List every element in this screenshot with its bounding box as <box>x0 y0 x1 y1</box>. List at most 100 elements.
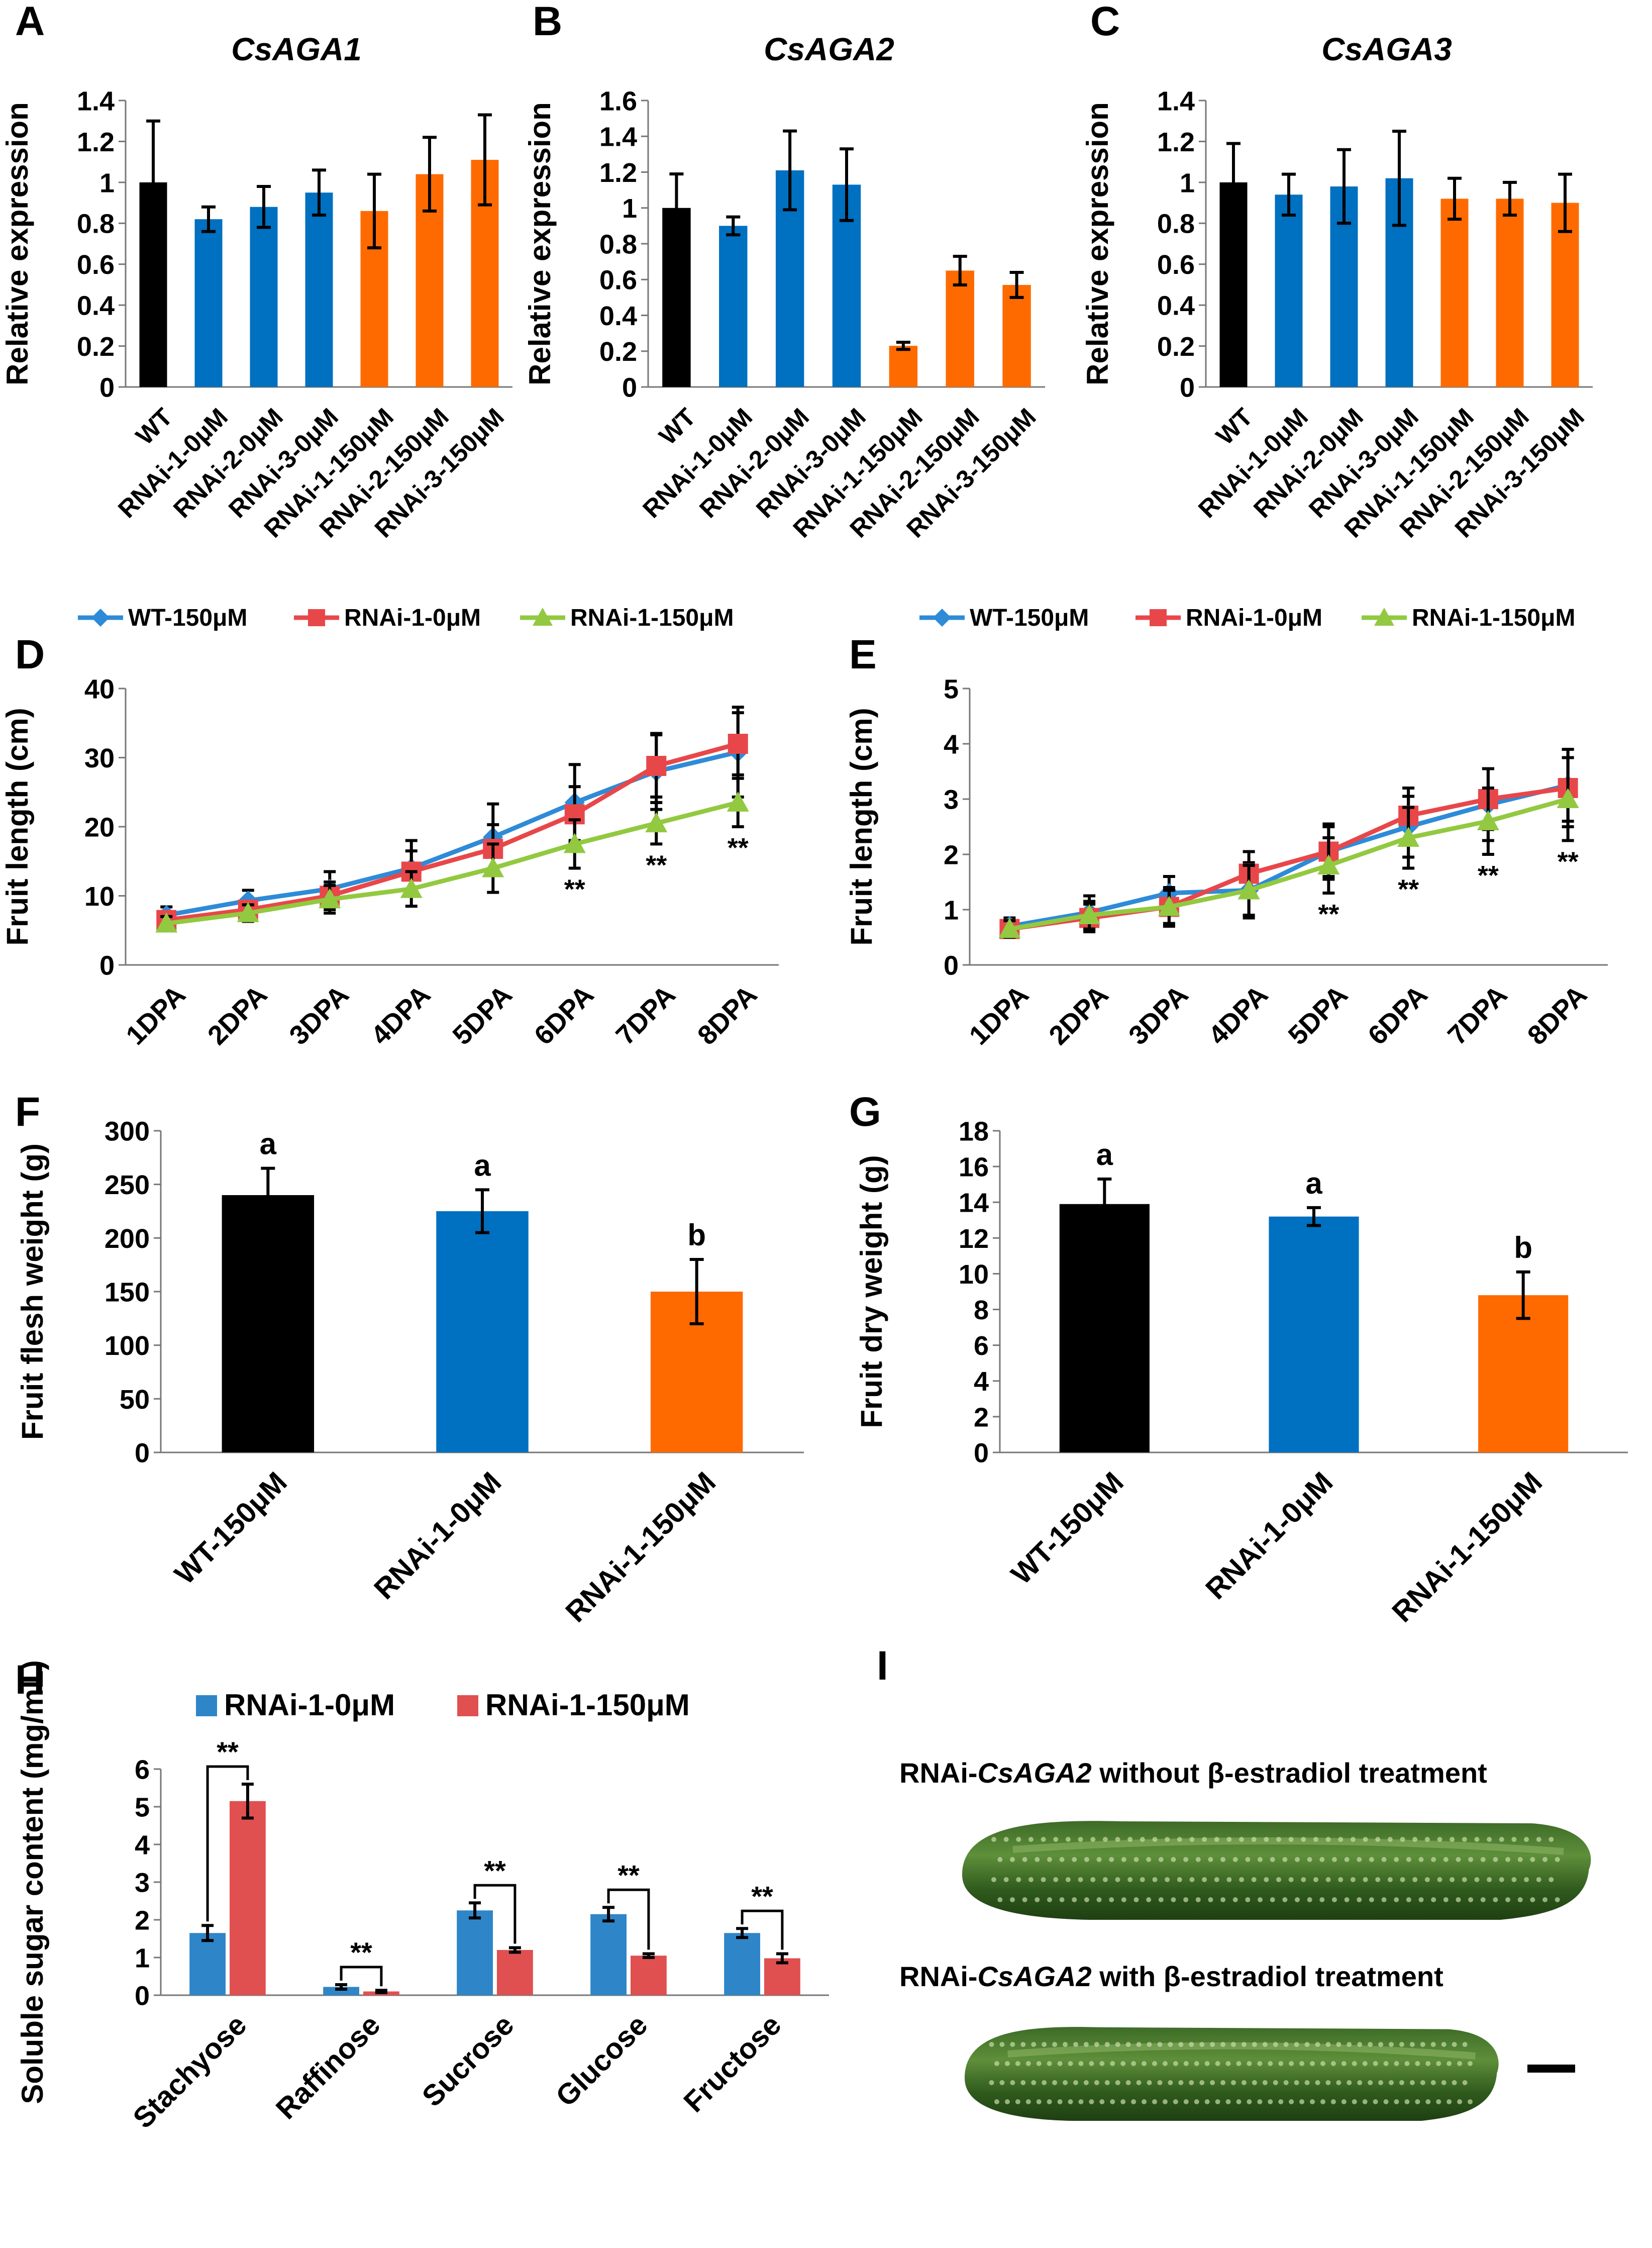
cucumber-spine <box>1036 2099 1042 2104</box>
data-point-D <box>646 756 667 776</box>
x-tick-label-D: 5DPA <box>447 980 518 1050</box>
cucumber-spine <box>1307 1897 1312 1902</box>
chart-title-C: CsAGA3 <box>1321 31 1452 67</box>
cucumber-spine <box>1052 2080 1058 2085</box>
cucumber-spine <box>1136 2080 1142 2085</box>
cucumber-spine <box>1282 1857 1288 1862</box>
cucumber-spine <box>1121 1897 1126 1902</box>
y-tick-label-E: 1 <box>944 895 959 925</box>
cucumber-spine <box>1347 2080 1352 2085</box>
cucumber-spine <box>1418 1857 1424 1862</box>
x-tick-label-H: Raffinose <box>270 2008 387 2125</box>
chart-title-B: CsAGA2 <box>764 31 894 67</box>
cucumber-spine <box>1102 1877 1108 1882</box>
cucumber-spine <box>1004 2099 1010 2104</box>
cucumber-spine <box>1437 1837 1442 1842</box>
cucumber-spine <box>1268 2099 1273 2104</box>
cucumber-spine <box>1183 1897 1189 1902</box>
x-tick-label-F: WT-150μM <box>168 1465 293 1591</box>
cucumber-spine <box>1162 2099 1168 2104</box>
cucumber-spine <box>1036 2061 1042 2066</box>
cucumber-spine <box>994 2061 999 2066</box>
cucumber-spine <box>1443 1857 1449 1862</box>
cucumber-spine <box>1404 2061 1410 2066</box>
cucumber-spine <box>1452 2080 1457 2085</box>
cucumber-spine <box>1010 2080 1015 2085</box>
cucumber-highlight <box>1007 2042 1476 2060</box>
cucumber-spine <box>1336 2042 1341 2047</box>
bar-H <box>189 1933 226 1995</box>
legend-marker-D <box>91 609 110 627</box>
panel-letter-I: I <box>877 1643 888 1689</box>
data-point-E <box>1158 896 1180 916</box>
cucumber-spine <box>1236 2061 1242 2066</box>
bar-G <box>1478 1295 1569 1452</box>
cucumber-spine <box>1025 2099 1031 2104</box>
cucumber-spine <box>1251 1877 1257 1882</box>
cucumber-spine <box>1220 2080 1226 2085</box>
x-tick-label-E: 5DPA <box>1283 980 1354 1050</box>
cucumber-spine <box>1363 1837 1368 1842</box>
cucumber-spine <box>1231 2080 1236 2085</box>
cucumber-spine <box>1016 1837 1021 1842</box>
cucumber-spine <box>1480 1897 1486 1902</box>
cucumber-spine <box>1301 1837 1306 1842</box>
cucumber-spine <box>997 1897 1003 1902</box>
y-tick-label-H: 0 <box>135 1981 150 2011</box>
data-point-D <box>237 902 259 922</box>
cucumber-spine <box>1226 1837 1232 1842</box>
panel-H: H 0 1 2 3 4 5 6 Soluble sugar content (mg/mL) Sta… <box>15 1657 829 2135</box>
x-tick-label-G: RNAi-1-0μM <box>1199 1465 1339 1605</box>
scale-bar <box>1527 2065 1575 2073</box>
x-tick-label-F: RNAi-1-0μM <box>368 1465 507 1605</box>
cucumber-spine <box>1136 2042 1142 2047</box>
cucumber-spine <box>991 1877 996 1882</box>
cucumber-spine <box>1447 2061 1452 2066</box>
cucumber-spine <box>1226 1877 1232 1882</box>
y-tick-label-E: 0 <box>944 950 959 981</box>
cucumber-spine <box>1368 2042 1373 2047</box>
cucumber-spine <box>1168 2080 1173 2085</box>
cucumber-spine <box>1420 2080 1425 2085</box>
significance-mark-E: ** <box>1318 899 1339 929</box>
cucumber-spine <box>1142 2061 1147 2066</box>
y-tick-label-A: 1 <box>99 168 115 198</box>
cucumber-spine <box>1330 2061 1336 2066</box>
cucumber-spine <box>1158 1857 1164 1862</box>
y-tick-label-G: 2 <box>974 1402 989 1432</box>
cucumber-spine <box>1387 1837 1393 1842</box>
x-tick-label-D: 6DPA <box>529 980 599 1050</box>
cucumber-spine <box>1202 1877 1207 1882</box>
cucumber-spine <box>1325 2080 1331 2085</box>
cucumber-body <box>962 1821 1591 1920</box>
cucumber-spine <box>1347 2042 1352 2047</box>
y-tick-label-F: 300 <box>105 1116 150 1146</box>
cucumber-spine <box>1505 1857 1511 1862</box>
cucumber-spine <box>1456 1897 1461 1902</box>
cucumber-spine <box>1158 1897 1164 1902</box>
cucumber-spine <box>1004 2061 1010 2066</box>
cucumber-spine <box>989 2080 994 2085</box>
panel-D: D 0 10 20 30 40 Fruit length (cm) 1DPA 2DPA 3DPA 4… <box>1 605 779 1051</box>
cucumber-spine <box>1406 1857 1411 1862</box>
cucumber-spine <box>1094 2042 1099 2047</box>
photo-caption-top: RNAi-CsAGA2 without β-estradiol treatmen… <box>899 1756 1487 1789</box>
cucumber-spine <box>1031 2080 1037 2085</box>
data-point-D <box>319 888 341 909</box>
cucumber-spine <box>1083 2080 1089 2085</box>
y-tick-label-A: 1.4 <box>77 86 115 116</box>
cucumber-spine <box>1304 2080 1310 2085</box>
bar-H <box>631 1956 667 1995</box>
cucumber-spine <box>1320 2061 1325 2066</box>
cucumber-spine <box>1462 1877 1467 1882</box>
cucumber-spine <box>1373 2061 1378 2066</box>
cucumber-spine <box>1381 1857 1387 1862</box>
cucumber-spine <box>1362 2061 1368 2066</box>
y-tick-label-C: 0.4 <box>1157 291 1195 321</box>
cucumber-spine <box>1073 2042 1078 2047</box>
cucumber-spine <box>1232 1857 1238 1862</box>
panel-letter-D: D <box>15 632 45 677</box>
cucumber-spine <box>1420 2042 1425 2047</box>
cucumber-spine <box>1344 1897 1350 1902</box>
panel-letter-B: B <box>533 0 562 44</box>
